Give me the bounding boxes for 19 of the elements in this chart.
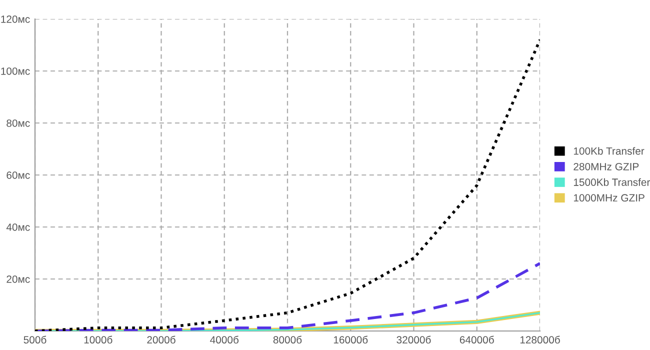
x-tick-label: 16000б [334, 336, 368, 344]
x-tick-label: 32000б [396, 336, 431, 344]
x-tick-label: 8000б [273, 336, 302, 344]
x-tick-label: 128000б [520, 336, 560, 344]
y-tick-label: 60мс [6, 172, 30, 179]
legend-label: 1000MHz GZIP [574, 194, 644, 202]
legend-label: 280MHz GZIP [574, 162, 639, 170]
y-tick-label: 100мс [1, 68, 30, 75]
y-tick-label: 80мс [6, 120, 30, 127]
y-tick-label: 120мс [1, 16, 30, 23]
x-tick-label: 500б [24, 336, 46, 344]
legend-label: 100Kb Transfer [574, 147, 644, 155]
x-tick-label: 64000б [460, 336, 494, 344]
legend-label: 1500Kb Transfer [574, 178, 650, 186]
y-tick-label: 40мс [6, 224, 30, 231]
x-tick-label: 4000б [210, 336, 239, 344]
y-tick-label: 20мс [6, 276, 30, 283]
x-tick-label: 1000б [84, 336, 112, 344]
x-tick-label: 2000б [147, 336, 176, 344]
